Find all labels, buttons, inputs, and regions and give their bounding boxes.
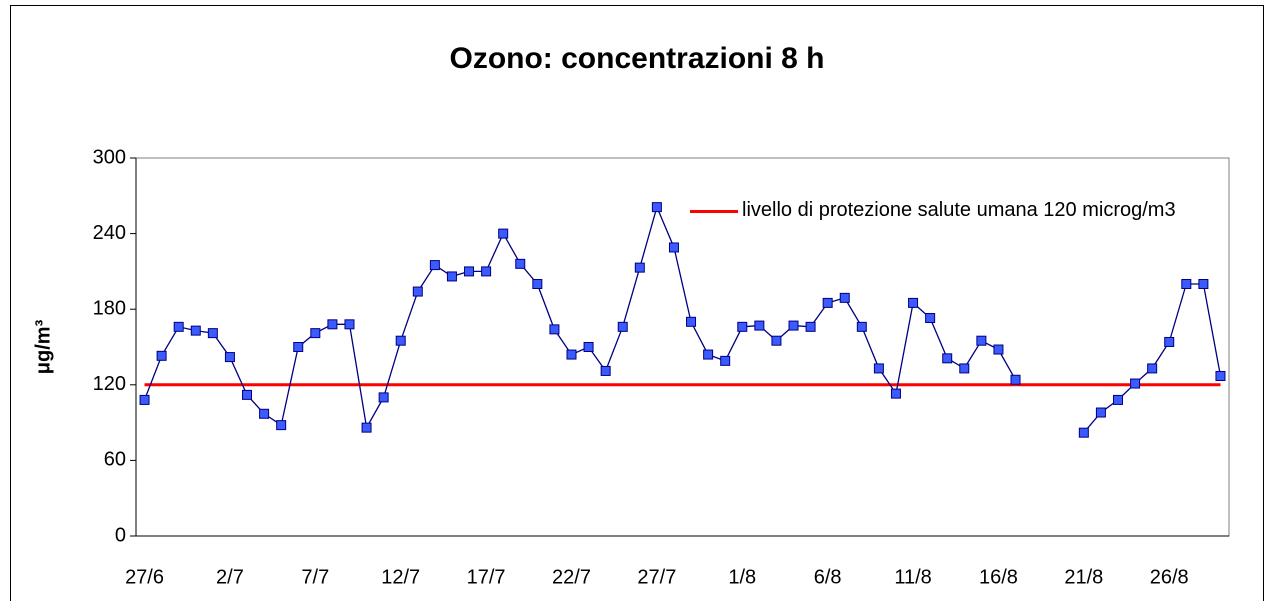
point (1112, 394, 1123, 405)
point (361, 422, 372, 433)
x-tick-label: 1/8 (728, 566, 756, 588)
point (686, 316, 697, 327)
point (617, 321, 628, 332)
point (668, 242, 679, 253)
point (1010, 374, 1021, 385)
point (600, 365, 611, 376)
x-tick-label: 11/8 (894, 566, 931, 588)
x-tick-label: 6/8 (814, 566, 842, 588)
point (464, 266, 475, 277)
x-tick-label: 2/7 (216, 566, 244, 588)
point (566, 349, 577, 360)
point (429, 260, 440, 271)
point (224, 352, 235, 363)
point (959, 363, 970, 374)
point (788, 320, 799, 331)
y-tick-label: 240 (93, 222, 126, 244)
point (805, 321, 816, 332)
point (856, 321, 867, 332)
point (395, 335, 406, 346)
point (276, 420, 287, 431)
point (378, 392, 389, 403)
point (720, 355, 731, 366)
point (839, 292, 850, 303)
y-tick-label: 120 (93, 373, 126, 395)
x-tick-label: 12/7 (381, 566, 420, 588)
point (908, 297, 919, 308)
chart-border (10, 5, 1264, 606)
point (925, 313, 936, 324)
point (771, 335, 782, 346)
point (532, 279, 543, 289)
point (481, 266, 492, 277)
point (310, 328, 321, 339)
point (498, 228, 509, 239)
x-tick-label: 16/8 (979, 566, 1018, 588)
point (993, 344, 1004, 355)
point (1147, 363, 1158, 374)
point (703, 349, 714, 360)
point (549, 324, 560, 335)
point (259, 408, 270, 419)
y-tick-label: 60 (104, 449, 126, 471)
point (583, 342, 594, 352)
point (737, 321, 748, 332)
y-axis-label: μg/m³ (32, 319, 54, 374)
x-tick-label: 22/7 (552, 566, 591, 588)
y-tick-label: 180 (93, 297, 126, 319)
x-tick-label: 17/7 (467, 566, 506, 588)
point (873, 363, 884, 374)
x-tick-label: 26/8 (1150, 566, 1189, 588)
x-tick-label: 27/6 (125, 566, 164, 588)
point (890, 388, 901, 399)
y-tick-label: 300 (93, 146, 126, 168)
point (822, 297, 833, 308)
point (651, 202, 662, 213)
point (1164, 336, 1175, 347)
legend-label: livello di protezione salute umana 120 m… (742, 199, 1176, 221)
point (139, 394, 150, 405)
point (207, 328, 218, 339)
point (1078, 427, 1089, 438)
x-tick-label: 21/8 (1064, 566, 1103, 588)
y-tick-label: 0 (115, 524, 126, 546)
point (242, 389, 253, 400)
point (1095, 407, 1106, 418)
chart-title: Ozono: concentrazioni 8 h (449, 42, 824, 75)
point (1215, 370, 1226, 381)
point (293, 342, 304, 352)
point (173, 321, 184, 332)
x-tick-label: 27/7 (637, 566, 676, 588)
point (190, 325, 201, 336)
legend-swatch (690, 210, 738, 213)
point (446, 271, 457, 282)
point (412, 286, 423, 297)
point (156, 350, 167, 361)
point (754, 320, 765, 331)
point (344, 319, 355, 330)
point (942, 353, 953, 364)
point (327, 319, 338, 330)
legend: livello di protezione salute umana 120 m… (690, 196, 1212, 224)
point (1130, 378, 1141, 389)
point (1181, 279, 1192, 289)
point (634, 262, 645, 273)
point (1198, 279, 1209, 289)
point (976, 335, 987, 346)
x-tick-label: 7/7 (301, 566, 329, 588)
point (515, 258, 526, 269)
